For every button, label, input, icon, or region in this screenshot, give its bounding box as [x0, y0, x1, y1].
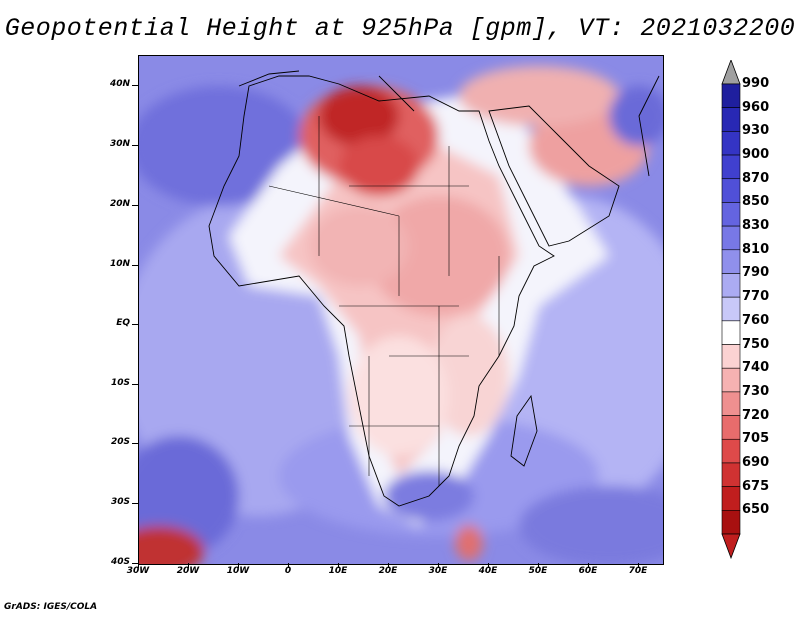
ytick-mark-10n: [132, 265, 138, 266]
colorbar-label: 690: [742, 454, 770, 470]
colorbar-label: 740: [742, 360, 770, 376]
colorbar-label: 870: [742, 170, 770, 186]
ytick-label: EQ: [116, 318, 130, 328]
map-plot: [139, 56, 663, 564]
ytick-mark-30n: [132, 145, 138, 146]
xtick-mark: [438, 563, 439, 568]
colorbar-label: 900: [742, 147, 770, 163]
colorbar-label: 720: [742, 407, 770, 423]
xtick-label: 0: [284, 566, 292, 576]
colorbar-box: [721, 462, 741, 487]
borders: [268, 116, 500, 486]
xtick-mark: [188, 563, 189, 568]
xtick-mark: [388, 563, 389, 568]
xtick-label: 70E: [628, 566, 648, 576]
xtick-mark: [138, 563, 139, 568]
colorbar-box: [721, 367, 741, 393]
colorbar-box: [721, 415, 741, 440]
ytick-label: 20N: [109, 199, 130, 209]
xtick-label: 20E: [378, 566, 398, 576]
credit-text: GrADS: IGES/COLA: [4, 602, 98, 612]
africa-coast: [208, 75, 555, 507]
ytick-mark-30s: [132, 503, 138, 504]
colorbar-box: [721, 107, 741, 132]
colorbar-label: 760: [742, 312, 770, 328]
colorbar-box: [721, 83, 741, 108]
colorbar-box: [721, 154, 741, 180]
xtick-label: 50E: [528, 566, 548, 576]
ytick-label: 20S: [110, 437, 130, 447]
colorbar-label: 990: [742, 76, 770, 91]
iberia: [238, 70, 300, 87]
xtick-label: 60E: [578, 566, 598, 576]
xtick-label: 20W: [176, 566, 200, 576]
colorbar-box: [721, 202, 741, 227]
colorbar-label: 770: [742, 289, 770, 305]
colorbar-label: 650: [742, 502, 770, 518]
xtick-label: 30W: [126, 566, 150, 576]
colorbar-box: [721, 249, 741, 274]
colorbar-label: 730: [742, 383, 770, 399]
colorbar-boxes: [721, 83, 741, 535]
colorbar: [721, 60, 741, 560]
map-panel: [138, 55, 664, 565]
ytick-label: 30S: [110, 497, 130, 507]
ytick-mark-10s: [132, 384, 138, 385]
ytick-label: 10S: [110, 378, 130, 388]
ytick-label: 30N: [109, 139, 130, 149]
colorbar-box: [721, 320, 741, 345]
colorbar-label: 675: [742, 478, 770, 494]
height-field: [139, 66, 663, 564]
xtick-mark: [488, 563, 489, 568]
colorbar-bottom-arrow: [721, 533, 741, 560]
xtick-mark: [238, 563, 239, 568]
xtick-mark: [588, 563, 589, 568]
ytick-mark-eq: [132, 324, 138, 325]
colorbar-box: [721, 344, 741, 369]
madagascar: [510, 394, 538, 467]
ytick-label: 40S: [110, 557, 130, 567]
colorbar-box: [721, 273, 741, 298]
colorbar-box: [721, 391, 741, 416]
ytick-label: 40N: [109, 79, 130, 89]
xtick-mark: [538, 563, 539, 568]
colorbar-label: 830: [742, 218, 770, 234]
colorbar-label: 850: [742, 194, 770, 210]
colorbar-box: [721, 178, 741, 203]
colorbar-top-arrow: [721, 60, 741, 85]
xtick-mark: [288, 563, 289, 568]
ytick-mark-20s: [132, 443, 138, 444]
xtick-mark: [338, 563, 339, 568]
colorbar-box: [721, 510, 741, 535]
ytick-label: 10N: [109, 259, 130, 269]
colorbar-label: 750: [742, 336, 770, 352]
ytick-mark-40n: [132, 85, 138, 86]
colorbar-label: 790: [742, 265, 770, 281]
colorbar-label: 960: [742, 99, 770, 115]
coastlines: [208, 70, 660, 507]
ytick-mark-40s: [132, 563, 138, 564]
colorbar-box: [721, 296, 741, 322]
ytick-mark-20n: [132, 205, 138, 206]
colorbar-label: 930: [742, 123, 770, 139]
xtick-label: 10W: [226, 566, 250, 576]
colorbar-label: 810: [742, 241, 770, 257]
xtick-mark: [638, 563, 639, 568]
colorbar-label: 705: [742, 431, 770, 447]
chart-title: Geopotential Height at 925hPa [gpm], VT:…: [4, 14, 796, 43]
colorbar-box: [721, 225, 741, 251]
india-coast: [638, 75, 660, 177]
colorbar-box: [721, 131, 741, 156]
colorbar-box: [721, 438, 741, 464]
italy: [378, 75, 415, 112]
arabia: [488, 105, 620, 247]
colorbar-box: [721, 486, 741, 511]
xtick-label: 30E: [428, 566, 448, 576]
xtick-label: 40E: [478, 566, 498, 576]
xtick-label: 10E: [328, 566, 348, 576]
